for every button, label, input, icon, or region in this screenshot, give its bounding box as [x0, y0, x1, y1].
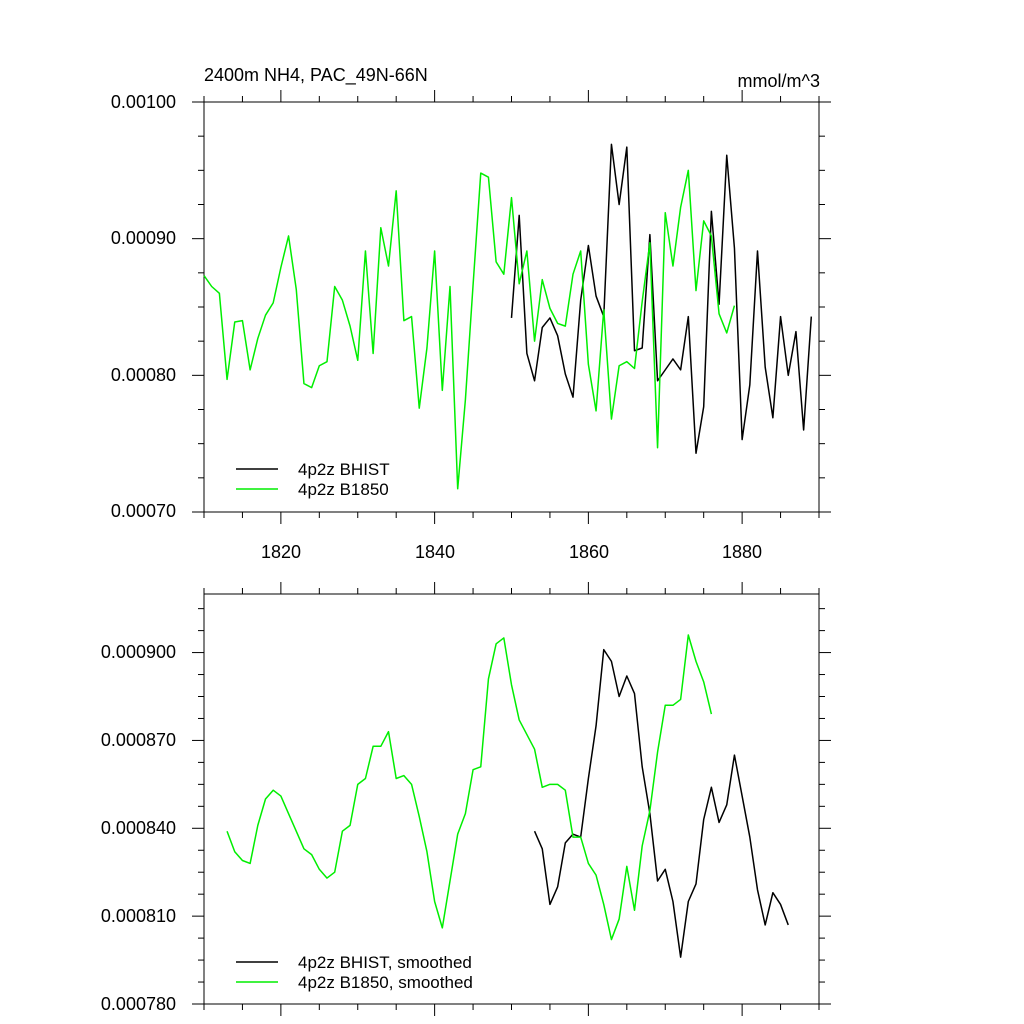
bottom-series-lines — [226, 634, 789, 958]
top-series-line-bhist — [510, 143, 813, 454]
top-panel-units: mmol/m^3 — [738, 71, 820, 91]
bottom-plot-frame — [203, 593, 820, 1005]
top-xtick-label: 1820 — [261, 542, 301, 562]
top-legend: 4p2z BHIST 4p2z B1850 — [236, 460, 390, 499]
bottom-ytick-label: 0.000810 — [101, 906, 176, 926]
legend-label-b1850: 4p2z B1850 — [298, 480, 389, 499]
bottom-legend: 4p2z BHIST, smoothed 4p2z B1850, smoothe… — [236, 953, 473, 992]
top-panel: 2400m NH4, PAC_49N-66N mmol/m^3 0.00070 … — [111, 65, 831, 562]
top-xtick-label: 1880 — [722, 542, 762, 562]
legend-label-bhist-smoothed: 4p2z BHIST, smoothed — [298, 953, 472, 972]
bottom-series-line-b1850 — [226, 634, 713, 941]
top-panel-title: 2400m NH4, PAC_49N-66N — [204, 65, 428, 86]
top-ytick-label: 0.00070 — [111, 501, 176, 521]
top-series-line-b1850 — [203, 169, 736, 490]
top-xtick-labels: 1820 1840 1860 1880 — [261, 542, 762, 562]
top-ytick-labels: 0.00070 0.00080 0.00090 0.00100 — [111, 92, 176, 521]
bottom-series-line-bhist — [533, 648, 789, 958]
bottom-ytick-label: 0.000900 — [101, 642, 176, 662]
top-ytick-label: 0.00080 — [111, 365, 176, 385]
top-xtick-label: 1840 — [415, 542, 455, 562]
top-ytick-label: 0.00090 — [111, 228, 176, 248]
top-series-lines — [203, 143, 813, 490]
legend-label-bhist: 4p2z BHIST — [298, 460, 390, 479]
legend-label-b1850-smoothed: 4p2z B1850, smoothed — [298, 973, 473, 992]
bottom-ytick-label: 0.000840 — [101, 818, 176, 838]
bottom-ytick-label: 0.000780 — [101, 994, 176, 1014]
bottom-ytick-label: 0.000870 — [101, 730, 176, 750]
top-xtick-label: 1860 — [569, 542, 609, 562]
bottom-panel: 0.000780 0.000810 0.000840 0.000870 0.00… — [101, 582, 831, 1016]
top-ticks — [192, 90, 831, 524]
bottom-ytick-labels: 0.000780 0.000810 0.000840 0.000870 0.00… — [101, 642, 176, 1014]
bottom-ticks — [192, 582, 831, 1016]
top-ytick-label: 0.00100 — [111, 92, 176, 112]
